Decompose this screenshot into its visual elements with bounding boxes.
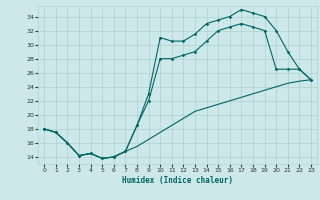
X-axis label: Humidex (Indice chaleur): Humidex (Indice chaleur) [122,176,233,185]
